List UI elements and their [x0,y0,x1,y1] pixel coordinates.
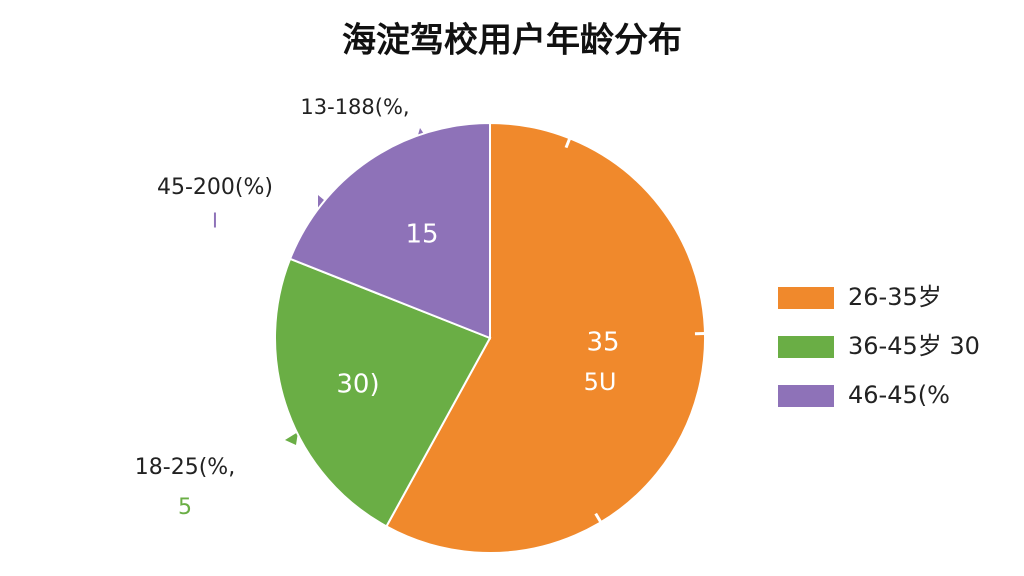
legend-label: 46-45(% [848,381,950,409]
annotation: 35 [586,328,619,358]
annotation: I [212,209,218,233]
pie-slice [274,257,492,528]
rim-notch [594,512,603,524]
legend-label: 36-45岁 30 [848,332,980,360]
rim-notch [564,137,572,149]
legend-swatch [778,336,834,358]
annotation: 5 [178,495,192,520]
chart-title: 海淀驾校用户年龄分布 [342,21,682,61]
legend-label: 26-35岁 [848,283,942,311]
annotation: 45-200(%) [157,175,273,200]
pie-slice [385,121,706,554]
annotation: 15 [405,220,438,250]
annotation: 5U [584,368,617,396]
pie-slice [288,121,491,340]
legend-swatch [778,385,834,407]
legend-swatch [778,287,834,309]
annotation: 13-188(%, [300,95,409,119]
pointer [285,432,298,445]
annotation: 18-25(%, [135,455,235,480]
annotation: 30) [336,370,379,400]
